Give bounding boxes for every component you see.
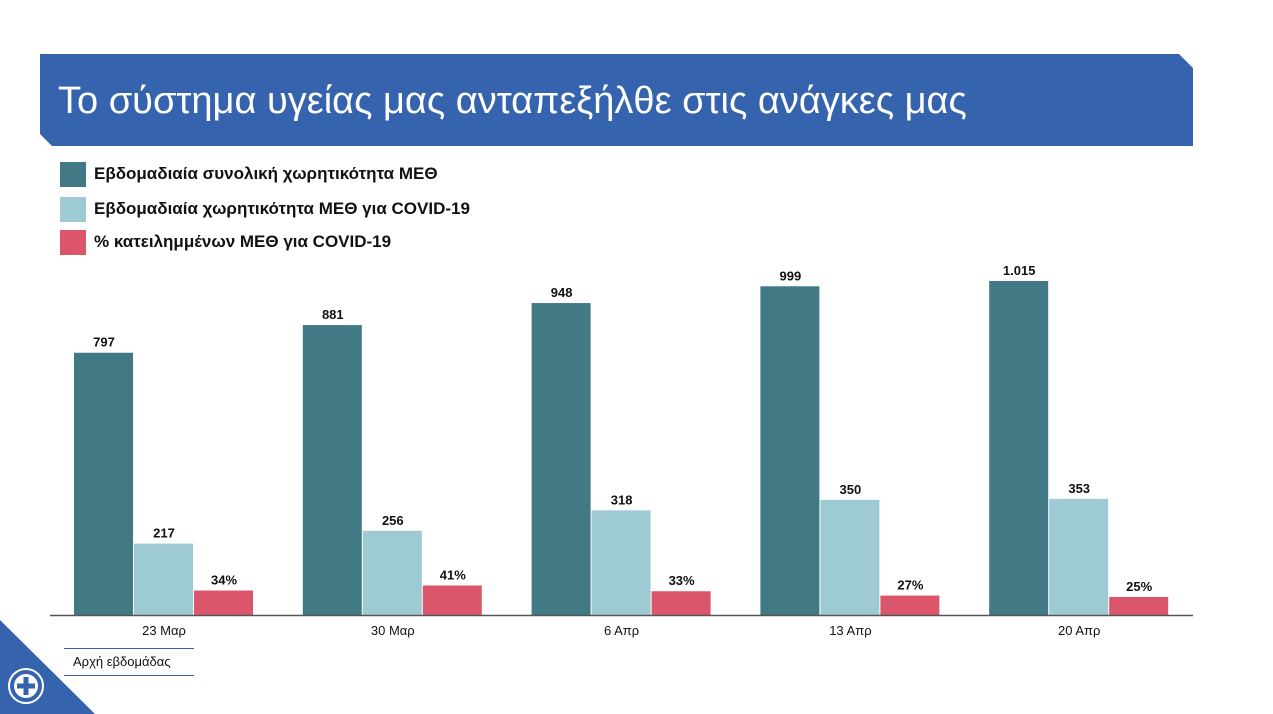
bar-total-capacity-3 [531, 303, 591, 615]
legend-swatch-covid-capacity [60, 197, 86, 222]
bar-total-capacity-5 [989, 281, 1049, 615]
x-tick-label-3: 6 Απρ [604, 623, 639, 638]
x-axis-caption: Αρχή εβδομάδας [64, 648, 194, 676]
legend-item-total-capacity: Εβδομαδιαία συνολική χωρητικότητα ΜΕΘ [60, 160, 580, 187]
data-label-covid-capacity-5: 353 [1068, 481, 1090, 496]
bar-occupancy-percent-2 [422, 585, 482, 615]
greek-government-emblem-icon [0, 620, 95, 714]
legend-label-total-capacity: Εβδομαδιαία συνολική χωρητικότητα ΜΕΘ [94, 164, 438, 183]
bar-covid-capacity-2 [362, 530, 422, 615]
data-label-total-capacity-2: 881 [322, 307, 344, 322]
bar-covid-capacity-3 [591, 510, 651, 615]
data-label-total-capacity-4: 999 [780, 268, 802, 283]
title-banner [40, 54, 1193, 146]
data-label-occupancy-percent-3: 33% [669, 573, 695, 588]
legend-label-covid-capacity: Εβδομαδιαία χωρητικότητα ΜΕΘ για COVID-1… [94, 199, 470, 218]
data-label-occupancy-percent-5: 25% [1126, 579, 1152, 594]
bar-total-capacity-4 [760, 286, 820, 615]
x-axis-caption-text: Αρχή εβδομάδας [73, 654, 171, 669]
bar-covid-capacity-4 [820, 499, 880, 615]
bar-occupancy-percent-5 [1109, 597, 1169, 615]
data-label-occupancy-percent-2: 41% [440, 567, 466, 582]
bar-total-capacity-1 [74, 352, 133, 615]
bar-total-capacity-2 [302, 325, 362, 615]
bar-covid-capacity-5 [1049, 498, 1109, 615]
page-title: Το σύστημα υγείας μας ανταπεξήλθε στις α… [58, 80, 967, 122]
x-tick-label-1: 23 Μαρ [142, 623, 186, 638]
data-label-total-capacity-1: 797 [93, 335, 115, 350]
bar-occupancy-percent-3 [651, 591, 711, 615]
x-tick-label-4: 13 Απρ [829, 623, 871, 638]
data-label-covid-capacity-3: 318 [611, 492, 633, 507]
data-label-total-capacity-3: 948 [551, 285, 573, 300]
data-label-occupancy-percent-1: 34% [211, 573, 237, 588]
legend-swatch-occupancy-percent [60, 230, 86, 255]
legend-swatch-total-capacity [60, 162, 86, 187]
bar-occupancy-percent-4 [880, 595, 940, 615]
bar-occupancy-percent-1 [194, 590, 253, 615]
data-label-covid-capacity-4: 350 [840, 482, 862, 497]
x-tick-label-2: 30 Μαρ [371, 623, 415, 638]
data-label-covid-capacity-1: 217 [153, 526, 175, 541]
x-tick-label-5: 20 Απρ [1058, 623, 1100, 638]
bar-covid-capacity-1 [134, 543, 193, 615]
legend-label-occupancy-percent: % κατειλημμένων ΜΕΘ για COVID-19 [94, 232, 392, 251]
data-label-total-capacity-5: 1.015 [1003, 263, 1036, 278]
legend-item-occupancy-percent: % κατειλημμένων ΜΕΘ για COVID-19 [60, 228, 580, 255]
data-label-covid-capacity-2: 256 [382, 513, 404, 528]
legend-item-covid-capacity: Εβδομαδιαία χωρητικότητα ΜΕΘ για COVID-1… [60, 195, 580, 222]
data-label-occupancy-percent-4: 27% [897, 578, 923, 593]
